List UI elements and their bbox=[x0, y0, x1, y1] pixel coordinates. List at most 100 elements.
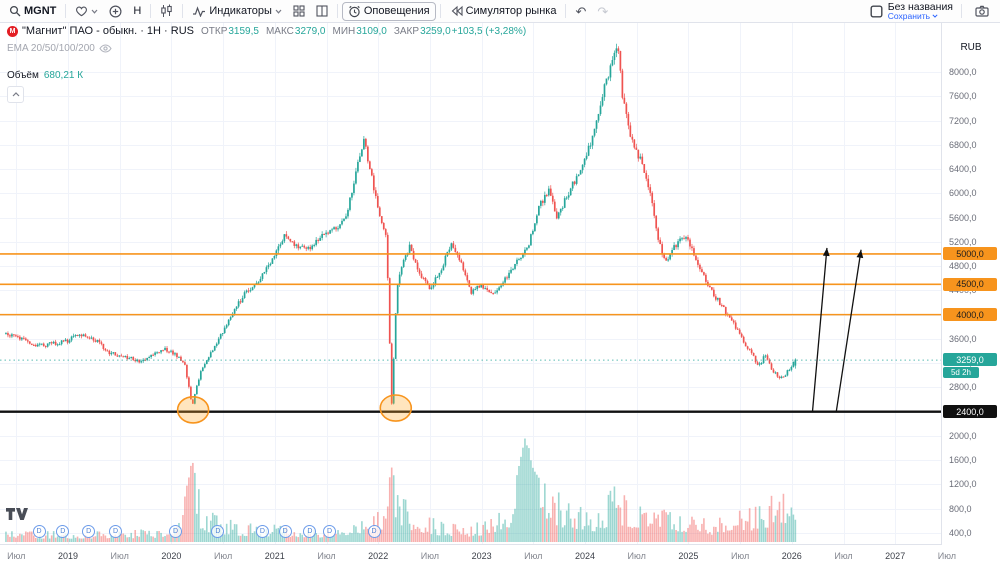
price-chart-canvas[interactable] bbox=[0, 22, 942, 545]
favorites-button[interactable] bbox=[70, 2, 103, 20]
dividend-marker[interactable]: D bbox=[169, 525, 182, 538]
price-level-badge[interactable]: 2400,0 bbox=[943, 405, 997, 419]
price-level-badge[interactable]: 5000,0 bbox=[943, 247, 997, 261]
top-toolbar: MGNT H И bbox=[0, 0, 1000, 23]
price-axis-label: 5200,0 bbox=[949, 236, 977, 247]
layouts-button[interactable] bbox=[311, 2, 333, 20]
price-axis-label: 6000,0 bbox=[949, 188, 977, 199]
chart-area: М "Магнит" ПАО - обыкн. · 1H · RUS ОТКР … bbox=[0, 22, 942, 545]
replay-icon bbox=[450, 5, 463, 17]
layout-square-icon bbox=[870, 5, 883, 18]
interval-button[interactable]: H bbox=[128, 2, 146, 20]
replay-button[interactable]: Симулятор рынка bbox=[445, 2, 562, 20]
time-axis-year-label: 2021 bbox=[264, 551, 285, 561]
instrument-logo: М bbox=[7, 25, 18, 37]
dividend-marker[interactable]: D bbox=[82, 525, 96, 538]
layout-columns-icon bbox=[316, 5, 328, 17]
legend-collapse-row bbox=[7, 86, 24, 103]
legend-ema-row[interactable]: EMA 20/50/100/200 bbox=[7, 43, 112, 54]
currency-label: RUB bbox=[960, 42, 982, 53]
plus-circle-icon bbox=[109, 4, 122, 18]
low-label: МИН bbox=[332, 25, 356, 37]
symbol-search-button[interactable]: MGNT bbox=[4, 2, 61, 20]
dividend-marker[interactable]: D bbox=[56, 525, 70, 538]
compare-button[interactable] bbox=[104, 2, 127, 20]
low-value: 3109,0 bbox=[356, 25, 387, 37]
time-axis-year-label: 2023 bbox=[471, 551, 492, 561]
open-label: ОТКР bbox=[200, 25, 228, 37]
time-axis[interactable]: Июл 2019 Июл 2020 Июл 2021 Июл 2022 Июл 2023 Июл 20… bbox=[0, 544, 1000, 567]
toolbar-separator bbox=[150, 4, 152, 18]
chevron-down-icon bbox=[91, 9, 98, 14]
snapshot-button[interactable] bbox=[970, 2, 994, 20]
price-axis-label: 5600,0 bbox=[949, 212, 977, 223]
indicators-button[interactable]: Индикаторы bbox=[187, 2, 287, 20]
search-icon bbox=[9, 5, 21, 17]
dividend-marker[interactable]: D bbox=[367, 525, 381, 538]
price-level-badge[interactable]: 4500,0 bbox=[943, 277, 997, 291]
dividend-marker[interactable]: D bbox=[255, 525, 269, 538]
time-axis-month-label: Июл bbox=[317, 551, 336, 561]
price-axis-label: 6800,0 bbox=[949, 139, 977, 150]
price-axis-label: 7200,0 bbox=[949, 115, 977, 126]
time-axis-month-label: Июл bbox=[834, 551, 853, 561]
open-value: 3159,5 bbox=[228, 25, 259, 37]
indicator-templates-button[interactable] bbox=[288, 2, 310, 20]
dividend-marker[interactable]: D bbox=[278, 525, 292, 538]
replay-label: Симулятор рынка bbox=[465, 5, 557, 17]
time-axis-year-label: 2026 bbox=[781, 551, 802, 561]
price-axis-label: 1600,0 bbox=[949, 455, 977, 466]
close-label: ЗАКР bbox=[393, 25, 420, 37]
time-axis-month-label: Июл bbox=[937, 551, 957, 561]
dividend-marker[interactable]: D bbox=[211, 525, 225, 538]
time-axis-year-label: 2022 bbox=[368, 551, 389, 561]
alerts-button[interactable]: Оповещения bbox=[341, 1, 436, 21]
redo-icon: ↷ bbox=[597, 3, 609, 19]
undo-icon: ↶ bbox=[575, 3, 587, 19]
time-axis-year-label: 2019 bbox=[57, 551, 79, 561]
price-axis-label: 6400,0 bbox=[949, 164, 977, 175]
time-axis-year-label: 2020 bbox=[161, 551, 182, 561]
time-axis-month-label: Июл bbox=[524, 551, 543, 561]
toolbar-separator bbox=[65, 4, 67, 18]
indicators-icon bbox=[192, 5, 206, 17]
price-axis-label: 2800,0 bbox=[949, 382, 977, 393]
dividend-marker[interactable]: D bbox=[303, 525, 317, 538]
volume-label: Объём bbox=[7, 70, 39, 81]
close-value: 3259,0 bbox=[420, 25, 451, 37]
eye-icon[interactable] bbox=[99, 44, 112, 53]
time-axis-year-label: 2027 bbox=[885, 551, 906, 561]
legend-volume-row[interactable]: Объём 680,21 К bbox=[7, 70, 83, 81]
dividend-marker[interactable]: D bbox=[323, 525, 337, 538]
undo-button[interactable]: ↶ bbox=[570, 2, 591, 20]
legend-main-row[interactable]: М "Магнит" ПАО - обыкн. · 1H · RUS ОТКР … bbox=[7, 25, 526, 37]
price-axis[interactable]: RUB 400,0 800,0 1200,0 1600,0 2000,0 2400,0 28… bbox=[941, 22, 1000, 545]
tradingview-watermark-logo[interactable] bbox=[6, 508, 28, 526]
alerts-label: Оповещения bbox=[363, 5, 430, 17]
camera-icon bbox=[975, 5, 989, 17]
dividend-marker[interactable]: D bbox=[109, 525, 123, 538]
chart-style-button[interactable] bbox=[155, 2, 178, 20]
toolbar-separator bbox=[439, 4, 441, 18]
indicators-label: Индикаторы bbox=[209, 5, 272, 17]
current-price-badge: 3259,0 bbox=[943, 353, 997, 367]
collapse-legend-button[interactable] bbox=[7, 86, 24, 103]
dividend-marker[interactable]: D bbox=[32, 525, 46, 538]
price-axis-label: 1200,0 bbox=[949, 479, 977, 490]
ema-label: EMA 20/50/100/200 bbox=[7, 43, 95, 54]
redo-button[interactable]: ↷ bbox=[592, 2, 613, 20]
heart-icon bbox=[75, 5, 88, 17]
price-axis-label: 400,0 bbox=[949, 528, 972, 538]
price-axis-label: 8000,0 bbox=[949, 66, 977, 77]
price-axis-label: 4800,0 bbox=[949, 261, 977, 272]
layout-name-button[interactable]: Без названия bbox=[887, 0, 953, 13]
save-button[interactable]: Сохранить bbox=[888, 12, 938, 21]
time-axis-month-label: Июл bbox=[110, 551, 129, 561]
volume-value: 680,21 К bbox=[43, 70, 84, 81]
price-axis-label: 800,0 bbox=[949, 503, 972, 514]
toolbar-separator bbox=[565, 4, 567, 18]
price-level-badge[interactable]: 4000,0 bbox=[943, 308, 997, 322]
save-label: Сохранить bbox=[887, 11, 931, 21]
time-axis-month-label: Июл bbox=[213, 551, 233, 561]
symbol-label: MGNT bbox=[24, 5, 57, 17]
